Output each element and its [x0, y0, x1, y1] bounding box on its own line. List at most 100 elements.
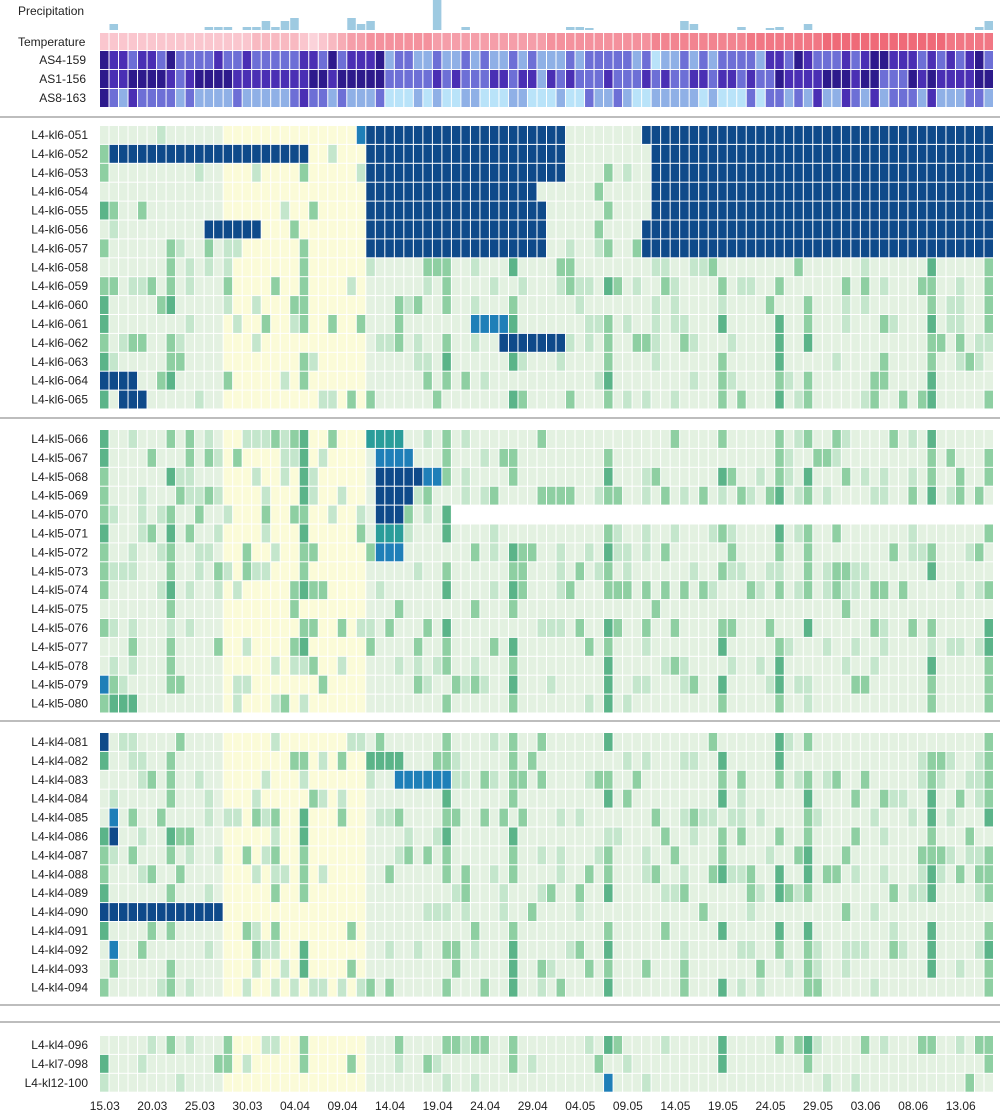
- heat-cell: [936, 390, 946, 409]
- heat-cell: [404, 163, 413, 182]
- heat-cell: [100, 315, 109, 333]
- heat-cell: [138, 163, 147, 182]
- heat-cell: [518, 751, 527, 770]
- heat-cell: [280, 903, 290, 921]
- heat-cell: [870, 201, 879, 220]
- heat-cell: [423, 733, 432, 751]
- heat-cell: [604, 808, 613, 827]
- heat-cell: [280, 733, 290, 751]
- heat-cell: [271, 524, 280, 543]
- as-cell: [489, 51, 499, 69]
- heat-cell: [442, 239, 451, 258]
- heat-cell: [537, 220, 546, 239]
- heat-cell: [413, 524, 423, 543]
- heat-cell: [404, 220, 413, 239]
- heat-cell: [965, 846, 974, 865]
- temperature-cell: [756, 33, 765, 50]
- heat-cell: [318, 884, 328, 903]
- heat-cell: [470, 371, 480, 390]
- heat-cell: [604, 163, 613, 182]
- heat-cell: [157, 430, 166, 448]
- heat-cell: [889, 903, 898, 921]
- heat-cell: [271, 959, 280, 978]
- heat-cell: [404, 751, 413, 770]
- heat-cell: [851, 201, 860, 220]
- heat-cell: [157, 959, 166, 978]
- as-cell: [252, 70, 261, 88]
- heat-cell: [242, 220, 252, 239]
- heat-cell: [309, 505, 318, 524]
- heat-cell: [737, 448, 746, 467]
- heat-cell: [166, 352, 176, 371]
- heat-cell: [337, 467, 347, 486]
- heat-cell: [356, 182, 366, 201]
- heat-cell: [375, 390, 385, 409]
- heat-cell: [889, 637, 898, 656]
- heat-cell: [423, 751, 432, 770]
- heat-cell: [413, 751, 423, 770]
- heat-cell: [470, 1073, 480, 1092]
- heat-cell: [518, 562, 527, 581]
- heat-cell: [109, 846, 119, 865]
- heat-cell: [347, 163, 356, 182]
- heat-cell: [575, 126, 585, 144]
- heat-cell: [318, 637, 328, 656]
- precip-bar: [347, 18, 356, 30]
- heat-cell: [423, 296, 432, 314]
- heat-cell: [699, 789, 708, 808]
- heat-cell: [775, 144, 784, 163]
- heat-cell: [100, 390, 109, 409]
- heat-cell: [128, 1073, 138, 1092]
- heat-cell: [794, 637, 803, 656]
- heat-cell: [813, 581, 822, 600]
- heat-cell: [794, 486, 803, 505]
- heat-cell: [632, 865, 642, 884]
- heat-cell: [727, 144, 737, 163]
- heat-cell: [185, 619, 195, 637]
- x-tick-label: 04.05: [565, 1099, 595, 1113]
- heat-cell: [575, 277, 585, 296]
- heat-cell: [974, 940, 984, 959]
- heat-cell: [280, 789, 290, 808]
- heat-cell: [879, 1054, 889, 1073]
- temperature-cell: [832, 33, 841, 50]
- heat-cell: [195, 296, 204, 314]
- heat-cell: [233, 390, 242, 409]
- heat-cell: [699, 808, 708, 827]
- as-cell: [737, 51, 746, 69]
- heat-cell: [974, 865, 984, 884]
- heat-cell: [670, 846, 680, 865]
- heat-cell: [337, 903, 347, 921]
- heat-cell: [176, 600, 185, 618]
- as-cell: [566, 70, 575, 88]
- heat-cell: [537, 486, 546, 505]
- heat-cell: [927, 940, 936, 959]
- heat-cell: [889, 144, 898, 163]
- heat-cell: [442, 903, 451, 921]
- heat-cell: [784, 865, 794, 884]
- heat-cell: [318, 581, 328, 600]
- heat-cell: [366, 770, 375, 789]
- heat-cell: [223, 201, 233, 220]
- heat-cell: [128, 239, 138, 258]
- heat-cell: [166, 770, 176, 789]
- heat-cell: [784, 884, 794, 903]
- heat-cell: [670, 959, 680, 978]
- heat-cell: [661, 163, 670, 182]
- heat-cell: [537, 543, 546, 562]
- heat-cell: [623, 562, 632, 581]
- heat-cell: [394, 371, 404, 390]
- heat-cell: [128, 808, 138, 827]
- heat-cell: [204, 524, 214, 543]
- heat-cell: [699, 827, 708, 846]
- as-cell: [908, 51, 917, 69]
- heat-cell: [851, 865, 860, 884]
- heat-cell: [927, 827, 936, 846]
- heat-cell: [223, 865, 233, 884]
- heat-cell: [299, 562, 309, 581]
- heat-cell: [252, 694, 261, 713]
- heat-cell: [109, 163, 119, 182]
- heat-cell: [204, 333, 214, 352]
- heat-cell: [166, 201, 176, 220]
- heat-cell: [889, 315, 898, 333]
